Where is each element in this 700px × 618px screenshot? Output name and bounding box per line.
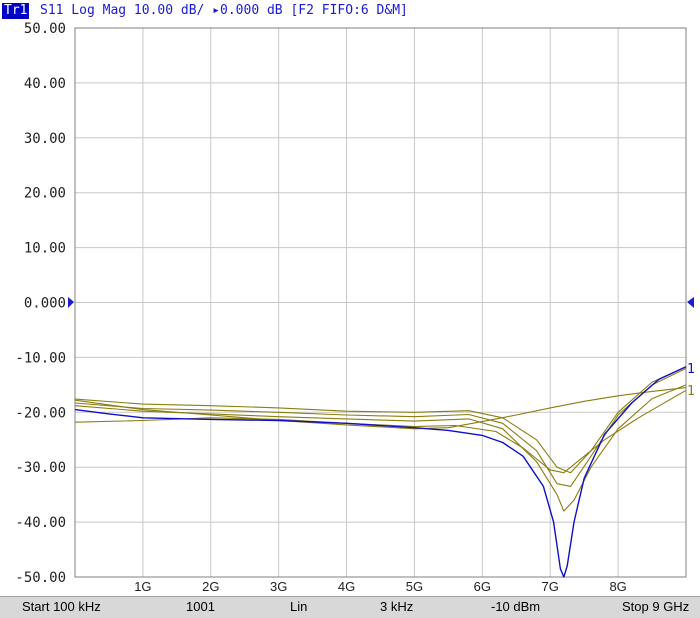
- y-tick-label: 20.00: [24, 186, 66, 202]
- traces-layer: [74, 366, 687, 578]
- x-tick-label: 2G: [202, 579, 219, 594]
- x-axis-labels: 1G 2G 3G 4G 5G 6G 7G 8G: [134, 579, 627, 594]
- trace-header: Tr1 S11 Log Mag 10.00 dB/ ▸0.000 dB [F2 …: [0, 0, 700, 22]
- status-ifbw[interactable]: 3 kHz: [380, 599, 414, 614]
- x-tick-label: 8G: [609, 579, 626, 594]
- y-tick-label: 10.00: [24, 241, 66, 257]
- trace-end-label-memory: 1: [687, 384, 695, 399]
- status-start[interactable]: Start 100 kHz: [22, 599, 101, 614]
- y-tick-label: -20.00: [15, 405, 66, 421]
- status-stop[interactable]: Stop 9 GHz: [622, 599, 690, 614]
- y-tick-label: -30.00: [15, 460, 66, 476]
- status-points[interactable]: 1001: [186, 599, 215, 614]
- trace-tag[interactable]: Tr1: [2, 3, 30, 19]
- x-tick-label: 1G: [134, 579, 151, 594]
- status-sweep-type[interactable]: Lin: [290, 599, 308, 614]
- plot-frame: [74, 27, 687, 578]
- trace-end-label-active: 1: [687, 362, 695, 377]
- y-tick-label: 30.00: [24, 131, 66, 147]
- x-tick-label: 6G: [474, 579, 491, 594]
- y-axis-labels: 50.00 40.00 30.00 20.00 10.00 0.000 -10.00 -20.…: [15, 21, 66, 586]
- y-tick-label: 50.00: [24, 21, 66, 37]
- y-tick-label: 40.00: [24, 76, 66, 92]
- status-bar: Start 100 kHz 1001 Lin 3 kHz -10 dBm Sto…: [0, 596, 700, 618]
- y-tick-label: -40.00: [15, 515, 66, 531]
- markers-layer: 1 1: [68, 297, 695, 399]
- x-tick-label: 4G: [338, 579, 355, 594]
- trace-description[interactable]: S11 Log Mag 10.00 dB/ ▸0.000 dB [F2 FIFO…: [40, 3, 408, 18]
- x-tick-label: 3G: [270, 579, 287, 594]
- trace-memory: [74, 387, 687, 430]
- trace-memory: [74, 384, 687, 512]
- reference-marker-right[interactable]: [687, 297, 694, 308]
- y-tick-label: -50.00: [15, 570, 66, 586]
- x-tick-label: 7G: [542, 579, 559, 594]
- trace-chart: 50.00 40.00 30.00 20.00 10.00 0.000 -10.00 -20.…: [15, 21, 695, 594]
- grid-layer: [74, 27, 687, 578]
- trace-memory: [74, 389, 687, 474]
- y-tick-label: -10.00: [15, 350, 66, 366]
- trace-active: [74, 366, 687, 578]
- x-tick-label: 5G: [406, 579, 423, 594]
- status-power[interactable]: -10 dBm: [491, 599, 541, 614]
- reference-marker-left[interactable]: [68, 297, 74, 308]
- y-tick-label: 0.000: [24, 296, 66, 312]
